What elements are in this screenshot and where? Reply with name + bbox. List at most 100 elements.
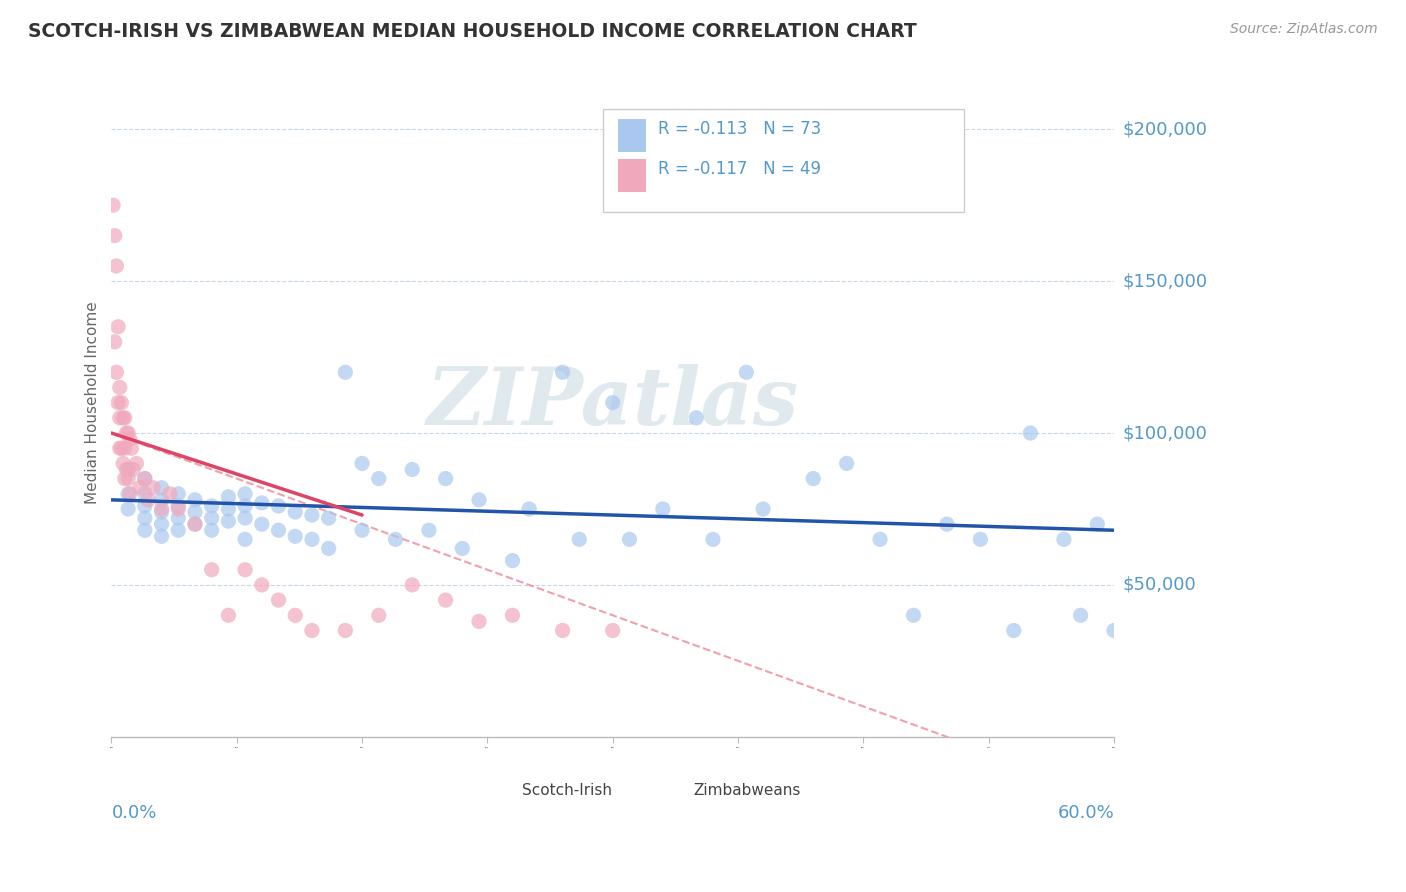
Point: [134, 511, 156, 525]
Point: [118, 432, 141, 446]
Point: [184, 505, 207, 519]
Point: [105, 365, 128, 379]
Point: [201, 511, 224, 525]
Point: [112, 410, 135, 425]
Text: Zimbabweans: Zimbabweans: [693, 783, 800, 797]
Bar: [492, 778, 515, 804]
Point: [451, 541, 474, 556]
Point: [468, 492, 491, 507]
Y-axis label: Median Household Income: Median Household Income: [86, 301, 100, 504]
Point: [801, 472, 824, 486]
Point: [903, 608, 925, 623]
Point: [1019, 425, 1042, 440]
Text: 0.0%: 0.0%: [111, 804, 157, 822]
Point: [217, 514, 239, 528]
Point: [101, 198, 124, 212]
Point: [602, 624, 624, 638]
Point: [184, 517, 207, 532]
Point: [250, 578, 273, 592]
Point: [104, 334, 127, 349]
Point: [104, 228, 127, 243]
Point: [114, 410, 136, 425]
Point: [201, 499, 224, 513]
Point: [301, 624, 323, 638]
Point: [117, 487, 139, 501]
Point: [468, 615, 491, 629]
Point: [167, 499, 190, 513]
Point: [112, 457, 135, 471]
Point: [115, 462, 138, 476]
Point: [501, 553, 523, 567]
Point: [217, 502, 239, 516]
Point: [434, 472, 457, 486]
Text: SCOTCH-IRISH VS ZIMBABWEAN MEDIAN HOUSEHOLD INCOME CORRELATION CHART: SCOTCH-IRISH VS ZIMBABWEAN MEDIAN HOUSEH…: [28, 22, 917, 41]
Point: [134, 499, 156, 513]
Point: [107, 319, 129, 334]
Point: [318, 541, 340, 556]
Point: [150, 492, 173, 507]
Point: [367, 472, 389, 486]
Point: [301, 533, 323, 547]
Point: [602, 395, 624, 409]
Point: [167, 502, 190, 516]
Point: [869, 533, 891, 547]
Point: [159, 487, 181, 501]
Point: [114, 472, 136, 486]
Point: [134, 487, 156, 501]
Point: [150, 517, 173, 532]
Point: [401, 462, 423, 476]
Text: ZIPatlas: ZIPatlas: [426, 364, 799, 442]
FancyBboxPatch shape: [617, 159, 645, 192]
Point: [107, 395, 129, 409]
Point: [735, 365, 758, 379]
Point: [114, 441, 136, 455]
Point: [335, 365, 357, 379]
Point: [367, 608, 389, 623]
Point: [969, 533, 991, 547]
Point: [250, 517, 273, 532]
Text: R = -0.113   N = 73: R = -0.113 N = 73: [658, 120, 821, 137]
Point: [117, 502, 139, 516]
Point: [301, 508, 323, 522]
Text: R = -0.117   N = 49: R = -0.117 N = 49: [658, 160, 821, 178]
Point: [233, 511, 256, 525]
Text: $100,000: $100,000: [1122, 424, 1208, 442]
Point: [418, 523, 440, 537]
Point: [935, 517, 957, 532]
Point: [117, 462, 139, 476]
Point: [110, 395, 132, 409]
Point: [184, 492, 207, 507]
Point: [267, 523, 290, 537]
Text: $200,000: $200,000: [1122, 120, 1208, 138]
Point: [352, 457, 374, 471]
Point: [184, 517, 207, 532]
Point: [284, 529, 307, 543]
Point: [568, 533, 591, 547]
Point: [108, 380, 131, 394]
FancyBboxPatch shape: [603, 109, 963, 212]
Point: [110, 441, 132, 455]
Point: [501, 608, 523, 623]
Point: [284, 608, 307, 623]
Point: [128, 481, 150, 495]
Point: [1053, 533, 1076, 547]
Point: [121, 441, 143, 455]
Point: [1070, 608, 1092, 623]
Point: [167, 511, 190, 525]
Point: [108, 441, 131, 455]
Point: [201, 523, 224, 537]
Point: [118, 487, 141, 501]
Point: [142, 481, 165, 495]
Point: [150, 505, 173, 519]
Point: [401, 578, 423, 592]
Point: [551, 365, 574, 379]
Point: [267, 499, 290, 513]
Point: [517, 502, 540, 516]
Point: [134, 472, 156, 486]
Point: [150, 502, 173, 516]
Bar: [662, 778, 685, 804]
Point: [233, 499, 256, 513]
Point: [384, 533, 406, 547]
Point: [201, 563, 224, 577]
Point: [352, 523, 374, 537]
